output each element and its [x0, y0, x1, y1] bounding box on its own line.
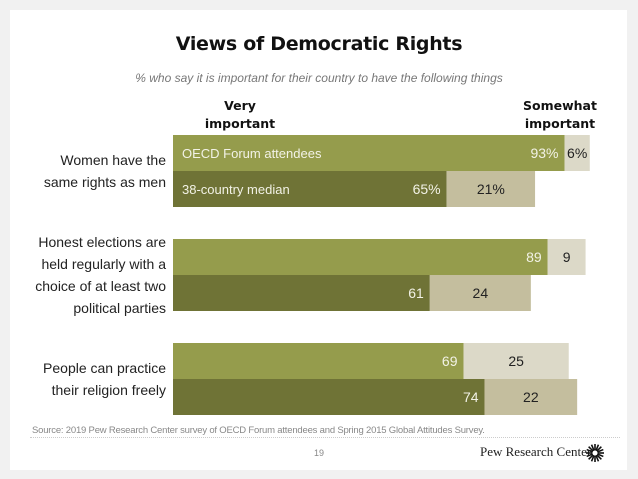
bar-very-important [173, 135, 565, 171]
category-label-line: their religion freely [51, 382, 166, 398]
value-label-very: 74 [463, 389, 479, 405]
category-label-line: choice of at least two [35, 278, 166, 294]
column-header-somewhat-line2: important [524, 116, 596, 131]
bar-very-important [173, 379, 485, 415]
bar-somewhat-important [484, 379, 578, 415]
category-label-line: People can practice [43, 360, 166, 376]
bar-very-important [173, 171, 447, 207]
pew-sunburst-icon [586, 444, 604, 462]
bar-very-important [173, 343, 464, 379]
value-label-somewhat: 22 [523, 389, 539, 405]
series-label: OECD Forum attendees [182, 146, 322, 161]
bar-very-important [173, 239, 548, 275]
value-label-somewhat: 9 [563, 249, 571, 265]
value-label-very: 89 [526, 249, 542, 265]
bar-somewhat-important [547, 239, 586, 275]
value-label-somewhat: 25 [508, 353, 524, 369]
value-label-somewhat: 6% [567, 145, 587, 161]
page-number: 19 [313, 448, 324, 458]
value-label-very: 65% [413, 181, 441, 197]
category-label: People can practice their religion freely [43, 357, 166, 401]
source-divider [30, 437, 620, 438]
value-label-somewhat: 24 [473, 285, 489, 301]
value-label-somewhat: 21% [477, 181, 505, 197]
value-label-very: 69 [442, 353, 458, 369]
category-label-line: held regularly with a [41, 256, 166, 272]
series-label: 38-country median [182, 182, 290, 197]
bar-somewhat-important [463, 343, 569, 379]
chart-subtitle: % who say it is important for their coun… [135, 71, 503, 85]
bar-somewhat-important [564, 135, 590, 171]
bar-somewhat-important [446, 171, 536, 207]
column-header-very-line1: Very [224, 98, 256, 113]
source-note: Source: 2019 Pew Research Center survey … [32, 425, 485, 436]
category-label: Honest elections are held regularly with … [35, 231, 166, 319]
value-label-very: 61 [408, 285, 424, 301]
category-label: Women have the same rights as men [44, 149, 166, 193]
category-label-line: Women have the [60, 152, 166, 168]
brand-logo-text: Pew Research Center [480, 444, 592, 459]
category-label-line: same rights as men [43, 174, 166, 190]
category-label-line: political parties [73, 300, 166, 316]
column-header-very-important: Very important [190, 97, 290, 133]
column-header-very-line2: important [204, 116, 276, 131]
chart-title: Views of Democratic Rights [175, 33, 463, 55]
bar-somewhat-important [429, 275, 531, 311]
value-label-very: 93% [530, 145, 558, 161]
category-label-line: Honest elections are [38, 234, 166, 250]
column-header-somewhat-important: Somewhat important [515, 97, 605, 133]
column-header-somewhat-line1: Somewhat [523, 98, 597, 113]
bar-very-important [173, 275, 430, 311]
